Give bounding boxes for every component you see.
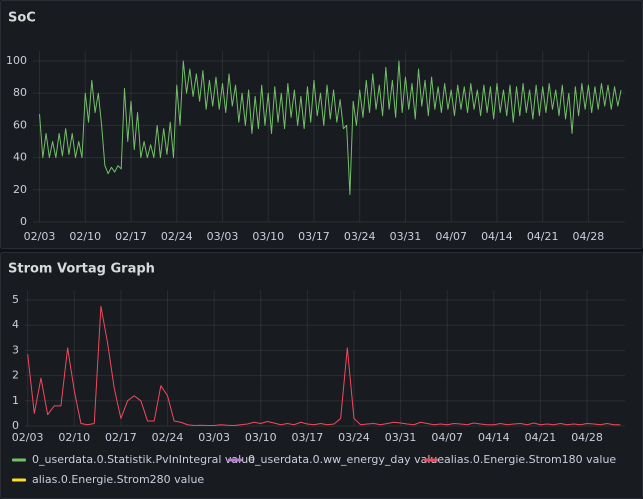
series-line bbox=[27, 305, 621, 426]
legend-label: alias.0.Energie.Strom280 value bbox=[32, 473, 204, 486]
x-tick-label: 02/03 bbox=[24, 230, 56, 243]
legend-icon bbox=[424, 458, 438, 462]
y-tick-label: 3 bbox=[12, 343, 19, 356]
x-tick-label: 03/10 bbox=[252, 230, 284, 243]
x-tick-label: 03/10 bbox=[245, 431, 277, 444]
x-tick-label: 02/17 bbox=[115, 230, 147, 243]
y-tick-label: 2 bbox=[12, 369, 19, 382]
x-tick-label: 02/03 bbox=[12, 431, 44, 444]
legend-icon bbox=[228, 458, 242, 462]
x-tick-label: 03/24 bbox=[344, 230, 376, 243]
legend-label: 0_userdata.0.ww_energy_day value bbox=[248, 453, 444, 466]
x-tick-label: 02/24 bbox=[152, 431, 184, 444]
x-tick-label: 03/03 bbox=[198, 431, 230, 444]
y-tick-label: 60 bbox=[13, 118, 27, 131]
x-tick-label: 03/17 bbox=[298, 230, 330, 243]
y-tick-label: 80 bbox=[13, 86, 27, 99]
legend-label: alias.0.Energie.Strom180 value bbox=[444, 453, 616, 466]
y-tick-label: 0 bbox=[20, 215, 27, 228]
y-tick-label: 40 bbox=[13, 151, 27, 164]
x-tick-label: 04/07 bbox=[435, 230, 467, 243]
x-tick-label: 04/21 bbox=[527, 230, 559, 243]
legend-label: 0_userdata.0.Statistik.PvInIntegral valu… bbox=[32, 453, 255, 466]
x-tick-label: 04/14 bbox=[481, 230, 513, 243]
x-tick-label: 04/21 bbox=[525, 431, 557, 444]
y-tick-label: 100 bbox=[6, 54, 27, 67]
legend-icon bbox=[12, 458, 26, 462]
x-tick-label: 03/24 bbox=[338, 431, 370, 444]
x-tick-label: 04/28 bbox=[571, 431, 603, 444]
panel-title: SoC bbox=[8, 11, 36, 26]
x-tick-label: 03/31 bbox=[385, 431, 417, 444]
panel-title: Strom Vortag Graph bbox=[8, 262, 155, 277]
panel bbox=[0, 0, 643, 249]
x-tick-label: 03/17 bbox=[292, 431, 324, 444]
x-tick-label: 03/03 bbox=[207, 230, 239, 243]
y-tick-label: 5 bbox=[12, 293, 19, 306]
x-tick-label: 02/17 bbox=[105, 431, 137, 444]
x-tick-label: 04/28 bbox=[573, 230, 605, 243]
x-tick-label: 03/31 bbox=[390, 230, 422, 243]
x-tick-label: 02/24 bbox=[161, 230, 193, 243]
x-tick-label: 04/14 bbox=[478, 431, 510, 444]
x-tick-label: 02/10 bbox=[58, 431, 90, 444]
x-tick-label: 04/07 bbox=[431, 431, 463, 444]
y-tick-label: 20 bbox=[13, 183, 27, 196]
x-tick-label: 02/10 bbox=[69, 230, 101, 243]
series-line bbox=[39, 60, 622, 196]
legend-icon bbox=[12, 478, 26, 482]
y-tick-label: 1 bbox=[12, 394, 19, 407]
y-tick-label: 0 bbox=[12, 419, 19, 432]
y-tick-label: 4 bbox=[12, 318, 19, 331]
